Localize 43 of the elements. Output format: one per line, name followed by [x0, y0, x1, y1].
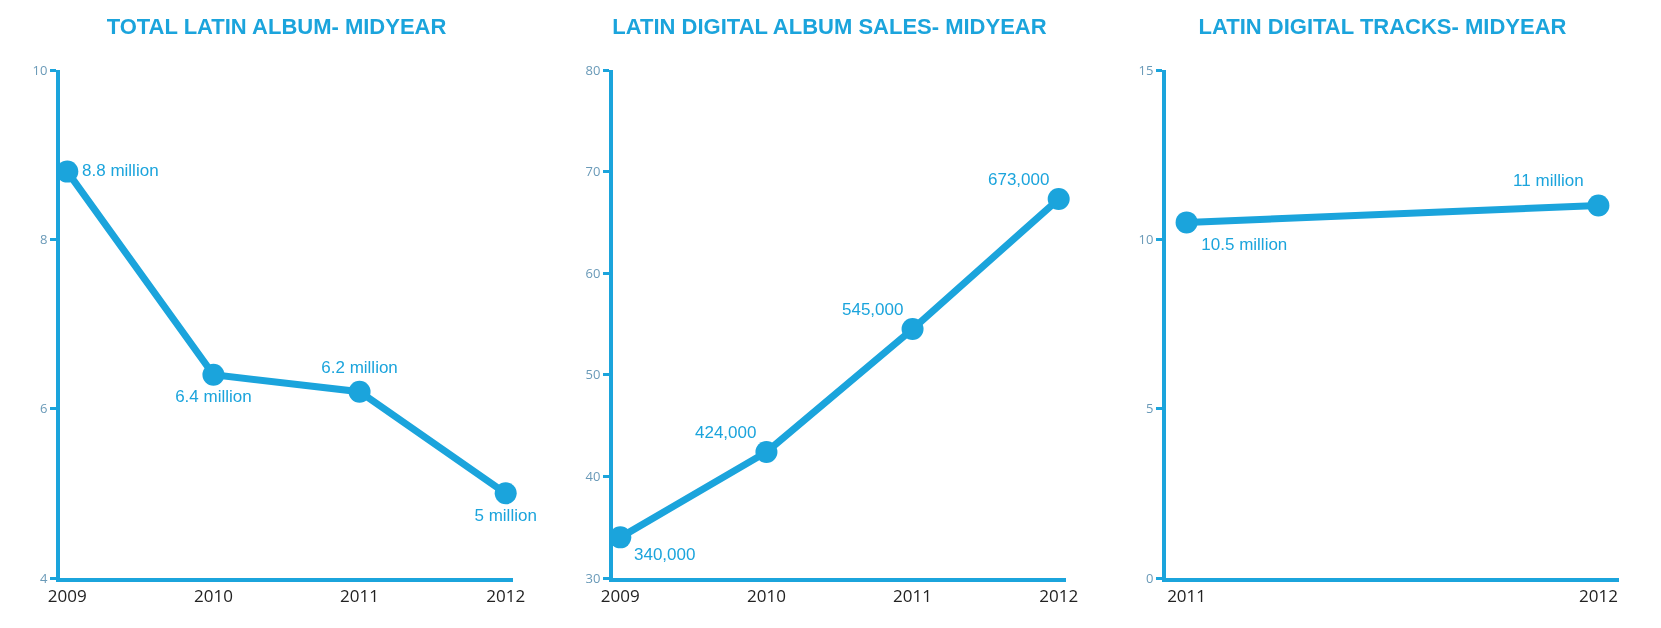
- y-tick-label: 50: [585, 365, 601, 384]
- point: [494, 482, 517, 505]
- x-tick-label: 2012: [486, 584, 526, 608]
- x-tick-label: 2011: [893, 584, 933, 608]
- data-label: 6.2 million: [321, 357, 398, 377]
- y-tick-label: 0: [1145, 568, 1154, 587]
- y-tick-label: 5: [1145, 399, 1154, 418]
- y-tick-label: 15: [1138, 60, 1154, 79]
- x-tick-label: 2010: [746, 584, 786, 608]
- point: [755, 441, 778, 464]
- annotation: 545,000: [842, 300, 904, 319]
- point: [901, 318, 924, 341]
- y-tick-label: 6: [39, 399, 48, 418]
- point: [202, 363, 225, 386]
- y-tick-label: 60: [585, 263, 601, 282]
- point: [1047, 188, 1070, 211]
- y-tick-label: 70: [585, 162, 601, 181]
- chart-title: LATIN DIGITAL ALBUM SALES- MIDYEAR: [612, 14, 1047, 40]
- point: [348, 380, 371, 403]
- y-tick-label: 40: [585, 466, 601, 485]
- y-tick-label: 30: [585, 568, 601, 587]
- x-tick-label: 2011: [1167, 584, 1207, 608]
- x-tick-label: 2009: [47, 584, 87, 608]
- x-tick-label: 2011: [340, 584, 380, 608]
- chart-title: TOTAL LATIN ALBUM- MIDYEAR: [106, 14, 447, 40]
- x-tick-label: 2012: [1039, 584, 1079, 608]
- x-tick-label: 2009: [600, 584, 640, 608]
- annotation: 673,000: [988, 170, 1050, 189]
- x-tick-label: 2012: [1578, 584, 1618, 608]
- data-label: 6.4 million: [175, 387, 252, 407]
- y-tick-label: 8: [39, 229, 48, 248]
- annotation: 424,000: [695, 423, 757, 442]
- y-tick-label: 80: [585, 60, 601, 79]
- data-label: 8.8 million: [82, 160, 159, 180]
- data-label: 11 million: [1513, 171, 1584, 191]
- y-tick-label: 10: [1138, 229, 1154, 248]
- x-tick-label: 2010: [193, 584, 233, 608]
- data-label: 5 million: [474, 505, 537, 525]
- data-label: 10.5 million: [1201, 234, 1288, 254]
- y-tick-label: 4: [39, 568, 48, 587]
- annotation: 340,000: [634, 545, 696, 564]
- y-tick-label: 10: [32, 60, 48, 79]
- chart-title: LATIN DIGITAL TRACKS- MIDYEAR: [1198, 14, 1567, 40]
